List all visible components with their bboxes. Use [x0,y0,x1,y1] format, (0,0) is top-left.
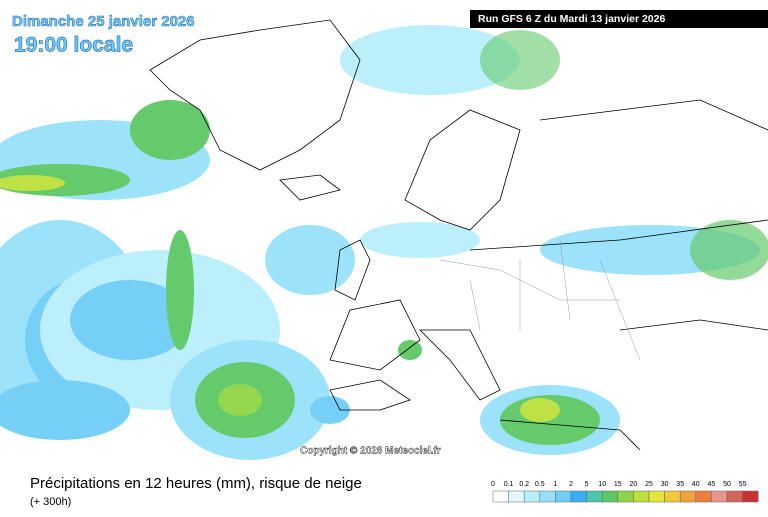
legend-label: 0.2 [519,481,529,488]
legend-swatch [648,490,665,503]
legend-label: 1 [553,481,557,488]
legend-label: 0 [491,481,495,488]
legend: 0 0.1 0.2 0.5 1 2 5 10 15 20 25 30 35 40 45 50 55 [491,481,759,503]
legend-swatch [617,490,634,503]
legend-swatch [695,490,712,503]
coastlines [149,19,768,451]
legend-swatch [664,490,681,503]
legend-swatch [555,490,572,503]
legend-swatch [539,490,556,503]
legend-swatch [570,490,587,503]
legend-swatch [508,490,525,503]
legend-label: 20 [630,481,638,488]
map-date: Dimanche 25 janvier 2026 [12,13,195,30]
precipitation [0,25,768,460]
legend-label: 55 [739,481,747,488]
legend-swatch [633,490,650,503]
legend-swatch [601,490,619,503]
legend-label: 45 [708,481,716,488]
legend-swatch [523,490,541,503]
legend-label: 30 [661,481,669,488]
legend-swatch [711,490,728,503]
borders [439,239,641,361]
legend-swatch [726,490,743,503]
legend-label: 10 [598,481,606,488]
legend-swatch [492,490,509,503]
legend-label: 35 [676,481,684,488]
copyright: Copyright © 2026 Meteociel.fr [300,446,441,457]
legend-swatch [679,490,697,503]
legend-label: 0.1 [504,481,514,488]
legend-label: 2 [569,481,573,488]
map-time: 19:00 locale [14,34,133,57]
legend-label: 50 [723,481,731,488]
legend-swatch [586,490,603,503]
run-info: Run GFS 6 Z du Mardi 13 janvier 2026 [478,13,665,25]
footer-lead: (+ 300h) [30,496,71,508]
legend-label: 15 [614,481,622,488]
legend-label: 25 [645,481,653,488]
run-box [470,10,768,28]
legend-label: 0.5 [535,481,545,488]
legend-label: 5 [585,481,589,488]
legend-label: 40 [692,481,700,488]
legend-swatch [742,490,759,503]
footer-title: Précipitations en 12 heures (mm), risque… [30,475,362,492]
